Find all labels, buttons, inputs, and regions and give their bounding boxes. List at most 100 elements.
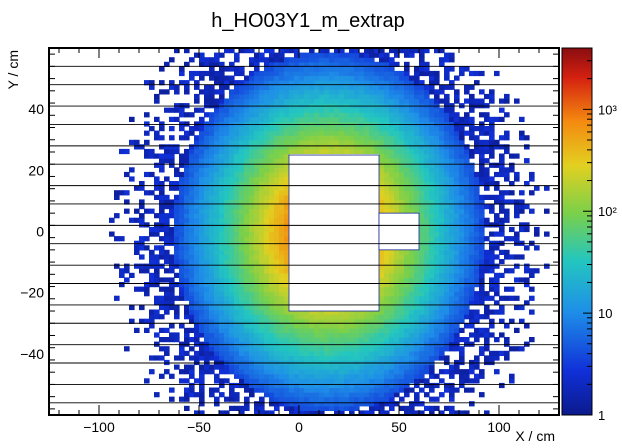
heatmap-cell bbox=[349, 410, 355, 415]
heatmap-cell bbox=[189, 318, 195, 324]
heatmap-cell bbox=[409, 295, 415, 301]
heatmap-cell bbox=[254, 135, 260, 141]
heatmap-cell bbox=[199, 70, 205, 77]
heatmap-cell bbox=[429, 204, 435, 210]
heatmap-cell bbox=[189, 208, 195, 214]
heatmap-cell bbox=[219, 268, 225, 274]
heatmap-cell bbox=[439, 277, 445, 283]
heatmap-cell bbox=[459, 135, 465, 141]
heatmap-cell bbox=[249, 194, 255, 200]
heatmap-cell bbox=[359, 309, 365, 315]
heatmap-cell bbox=[174, 185, 180, 191]
heatmap-cell bbox=[259, 52, 265, 58]
heatmap-cell bbox=[389, 314, 395, 320]
heatmap-cell bbox=[404, 75, 410, 81]
heatmap-cell bbox=[374, 135, 380, 141]
heatmap-cell bbox=[159, 194, 165, 200]
heatmap-cell bbox=[344, 346, 350, 352]
heatmap-cell bbox=[389, 364, 395, 370]
heatmap-cell bbox=[259, 401, 265, 407]
heatmap-cell bbox=[259, 139, 265, 145]
heatmap-cell bbox=[379, 139, 385, 145]
heatmap-cell bbox=[264, 346, 270, 352]
heatmap-cell bbox=[204, 337, 210, 343]
heatmap-cell bbox=[464, 84, 470, 90]
heatmap-cell bbox=[299, 337, 305, 343]
heatmap-cell bbox=[224, 337, 230, 343]
heatmap-cell bbox=[259, 135, 265, 141]
heatmap-cell bbox=[384, 282, 390, 288]
heatmap-cell bbox=[489, 153, 495, 159]
heatmap-cell bbox=[254, 222, 260, 228]
heatmap-cell bbox=[474, 135, 480, 141]
heatmap-cell bbox=[454, 359, 460, 366]
heatmap-cell bbox=[309, 405, 315, 411]
heatmap-cell bbox=[279, 387, 285, 393]
heatmap-cell bbox=[214, 153, 220, 159]
heatmap-cell bbox=[374, 84, 380, 90]
heatmap-cell bbox=[399, 268, 405, 274]
heatmap-cell bbox=[234, 84, 240, 90]
heatmap-cell bbox=[429, 249, 435, 255]
heatmap-cell bbox=[284, 144, 290, 150]
heatmap-cell bbox=[184, 176, 190, 182]
heatmap-cell bbox=[344, 337, 350, 343]
heatmap-cell bbox=[249, 355, 255, 361]
heatmap-cell bbox=[249, 57, 255, 63]
heatmap-cell bbox=[239, 199, 245, 205]
heatmap-cell bbox=[239, 144, 245, 150]
heatmap-cell bbox=[274, 263, 280, 269]
heatmap-cell bbox=[444, 249, 450, 255]
heatmap-cell bbox=[379, 167, 385, 173]
heatmap-cell bbox=[214, 401, 220, 407]
heatmap-cell bbox=[274, 318, 280, 324]
heatmap-cell bbox=[349, 318, 355, 324]
heatmap-cell bbox=[214, 75, 220, 81]
heatmap-cell bbox=[144, 80, 150, 86]
heatmap-cell bbox=[204, 245, 210, 251]
heatmap-cell bbox=[199, 171, 205, 178]
heatmap-cell bbox=[434, 75, 440, 81]
heatmap-cell bbox=[274, 369, 280, 375]
heatmap-cell bbox=[464, 89, 470, 95]
heatmap-cell bbox=[224, 75, 230, 81]
heatmap-cell bbox=[384, 204, 390, 210]
heatmap-cell bbox=[154, 282, 160, 288]
heatmap-cell bbox=[359, 341, 365, 347]
heatmap-cell bbox=[449, 190, 455, 196]
heatmap-cell bbox=[239, 291, 245, 297]
heatmap-cell bbox=[429, 245, 435, 251]
heatmap-cell bbox=[244, 162, 250, 168]
heatmap-cell bbox=[419, 355, 425, 361]
heatmap-cell bbox=[269, 48, 275, 54]
heatmap-cell bbox=[219, 346, 225, 352]
heatmap-cell bbox=[189, 162, 195, 168]
heatmap-cell bbox=[394, 355, 400, 361]
heatmap-cell bbox=[379, 355, 385, 361]
heatmap-cell bbox=[414, 396, 420, 402]
heatmap-cell bbox=[394, 327, 400, 333]
heatmap-cell bbox=[214, 217, 220, 223]
heatmap-cell bbox=[319, 323, 325, 329]
heatmap-cell bbox=[374, 327, 380, 333]
heatmap-cell bbox=[214, 130, 220, 136]
heatmap-cell bbox=[249, 153, 255, 159]
heatmap-cell bbox=[209, 130, 215, 136]
heatmap-cell bbox=[254, 277, 260, 283]
heatmap-cell bbox=[214, 263, 220, 269]
heatmap-cell bbox=[354, 112, 360, 118]
heatmap-cell bbox=[439, 139, 445, 145]
heatmap-cell bbox=[239, 48, 245, 54]
heatmap-cell bbox=[479, 226, 485, 233]
heatmap-cell bbox=[324, 373, 330, 379]
heatmap-cell bbox=[164, 291, 170, 297]
heatmap-cell bbox=[279, 249, 285, 255]
heatmap-cell bbox=[254, 286, 260, 292]
heatmap-cell bbox=[429, 213, 435, 219]
heatmap-cell bbox=[244, 318, 250, 324]
heatmap-cell bbox=[439, 158, 445, 164]
heatmap-cell bbox=[284, 231, 290, 237]
heatmap-cell bbox=[349, 89, 355, 95]
heatmap-cell bbox=[234, 392, 240, 398]
heatmap-cell bbox=[294, 355, 300, 361]
